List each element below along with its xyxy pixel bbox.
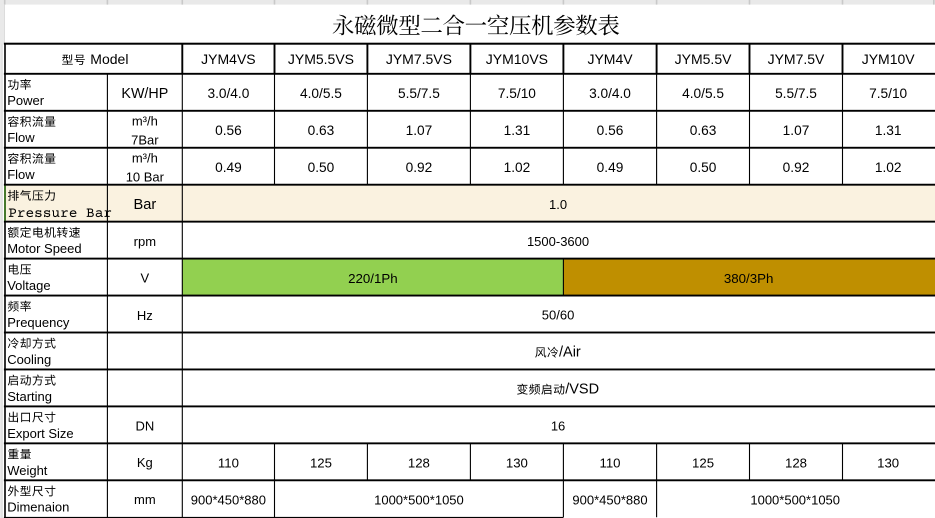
svg-text:JYM7.5VS: JYM7.5VS [386, 51, 452, 67]
svg-text:130: 130 [506, 456, 528, 471]
svg-text:1000*500*1050: 1000*500*1050 [374, 492, 464, 507]
svg-text:50/60: 50/60 [542, 308, 575, 323]
svg-text:Export Size: Export Size [7, 426, 73, 441]
svg-text:5.5/7.5: 5.5/7.5 [775, 86, 817, 101]
svg-text:125: 125 [310, 456, 332, 471]
svg-text:m³/h: m³/h [132, 151, 158, 166]
svg-text:3.0/4.0: 3.0/4.0 [589, 86, 631, 101]
svg-text:0.49: 0.49 [215, 160, 242, 175]
svg-text:DN: DN [135, 418, 154, 433]
svg-text:0.49: 0.49 [597, 160, 624, 175]
svg-text:rpm: rpm [134, 234, 156, 249]
svg-text:7.5/10: 7.5/10 [869, 86, 907, 101]
svg-text:Bar: Bar [133, 197, 156, 213]
svg-text:1.02: 1.02 [875, 160, 902, 175]
svg-text:0.92: 0.92 [783, 160, 810, 175]
svg-text:0.92: 0.92 [406, 160, 433, 175]
svg-text:4.0/5.5: 4.0/5.5 [682, 86, 724, 101]
svg-text:0.56: 0.56 [597, 123, 624, 138]
svg-text:1.31: 1.31 [504, 123, 531, 138]
svg-text:Cooling: Cooling [7, 352, 51, 367]
svg-text:4.0/5.5: 4.0/5.5 [300, 86, 342, 101]
svg-text:0.50: 0.50 [308, 160, 335, 175]
svg-text:JYM4V: JYM4V [587, 51, 633, 67]
svg-text:3.0/4.0: 3.0/4.0 [207, 86, 249, 101]
svg-text:110: 110 [218, 456, 239, 471]
svg-text:7Bar: 7Bar [131, 132, 159, 147]
svg-text:JYM4VS: JYM4VS [201, 51, 255, 67]
svg-text:110: 110 [599, 456, 620, 471]
svg-text:JYM10V: JYM10V [862, 51, 916, 67]
svg-text:0.50: 0.50 [690, 160, 717, 175]
svg-text:Voltage: Voltage [7, 278, 50, 293]
svg-text:Starting: Starting [7, 389, 52, 404]
svg-text:JYM7.5V: JYM7.5V [768, 51, 825, 67]
svg-text:220/1Ph: 220/1Ph [348, 271, 398, 286]
svg-text:0.63: 0.63 [690, 123, 717, 138]
svg-text:900*450*880: 900*450*880 [191, 492, 266, 507]
svg-text:/VSD: /VSD [565, 382, 599, 398]
svg-text:1000*500*1050: 1000*500*1050 [750, 492, 840, 507]
svg-text:Motor Speed: Motor Speed [7, 241, 81, 256]
svg-text:JYM5.5V: JYM5.5V [675, 51, 732, 67]
svg-text:JYM10VS: JYM10VS [486, 51, 548, 67]
svg-text:m³/h: m³/h [132, 114, 158, 129]
svg-text:380/3Ph: 380/3Ph [724, 271, 774, 286]
svg-text:Flow: Flow [7, 167, 35, 182]
svg-text:900*450*880: 900*450*880 [572, 492, 647, 507]
svg-text:1.0: 1.0 [549, 197, 567, 212]
svg-text:1.02: 1.02 [504, 160, 531, 175]
svg-text:125: 125 [692, 456, 714, 471]
svg-text:Prequency: Prequency [7, 315, 70, 330]
svg-text:7.5/10: 7.5/10 [498, 86, 536, 101]
svg-text:V: V [141, 270, 150, 285]
svg-text:Weight: Weight [7, 463, 48, 478]
svg-text:128: 128 [785, 456, 807, 471]
svg-text:/Air: /Air [559, 345, 581, 361]
svg-text:mm: mm [134, 492, 156, 507]
svg-text:Model: Model [90, 51, 128, 67]
svg-text:Kg: Kg [137, 455, 153, 470]
svg-text:0.56: 0.56 [215, 123, 242, 138]
svg-text:16: 16 [551, 419, 565, 434]
svg-text:1.07: 1.07 [406, 123, 433, 138]
svg-text:Flow: Flow [7, 130, 35, 145]
svg-text:0.63: 0.63 [308, 123, 335, 138]
svg-text:1.31: 1.31 [875, 123, 902, 138]
svg-text:5.5/7.5: 5.5/7.5 [398, 86, 440, 101]
svg-text:1500-3600: 1500-3600 [527, 234, 589, 249]
svg-text:JYM5.5VS: JYM5.5VS [288, 51, 354, 67]
svg-text:Power: Power [7, 93, 45, 108]
svg-text:128: 128 [408, 456, 430, 471]
svg-text:Dimenaion: Dimenaion [7, 500, 69, 515]
svg-text:1.07: 1.07 [783, 123, 810, 138]
svg-text:130: 130 [877, 456, 899, 471]
svg-text:KW/HP: KW/HP [121, 86, 168, 102]
svg-text:10 Bar: 10 Bar [126, 169, 165, 184]
svg-text:Hz: Hz [137, 308, 153, 323]
